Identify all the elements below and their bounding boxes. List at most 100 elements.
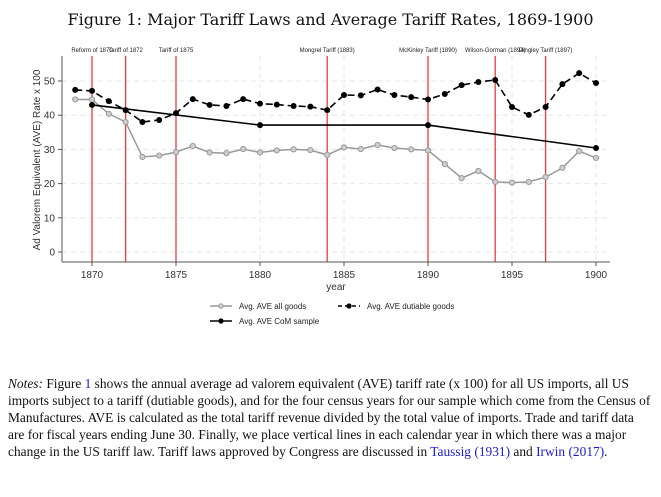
data-point-com-sample [89,101,95,108]
y-tick-label: 40 [44,111,56,122]
notes-text-1: Figure [42,376,85,391]
x-tick-label: 1890 [417,270,440,281]
data-point-all-goods [357,145,364,153]
data-point-all-goods [105,110,112,117]
data-point-dutiable-goods [408,94,415,101]
x-tick-label: 1880 [249,270,272,281]
tariff-law-label: Tariff of 1872 [108,48,143,54]
data-point-dutiable-goods [593,80,599,87]
data-point-dutiable-goods [509,103,515,110]
data-point-dutiable-goods [72,86,79,93]
data-point-dutiable-goods [89,87,95,94]
data-point-dutiable-goods [307,103,314,110]
y-tick-label: 20 [44,179,56,190]
data-point-all-goods [206,149,213,156]
legend-marker-1 [346,303,352,309]
data-point-com-sample [257,122,263,129]
data-point-all-goods [324,151,331,158]
notes-label: Notes: [8,376,43,391]
y-tick-label: 30 [44,145,56,156]
tariff-law-label: McKinley Tariff (1890) [399,48,457,54]
data-point-dutiable-goods [206,101,213,108]
legend-marker-2 [218,318,224,324]
series-line-1 [75,72,597,123]
figure-title: Figure 1: Major Tariff Laws and Average … [67,10,594,29]
data-point-all-goods [88,96,96,103]
data-point-dutiable-goods [425,96,431,103]
x-axis-label: year [326,282,346,293]
data-point-all-goods [441,161,448,168]
figure-reference-link[interactable]: 1 [84,376,92,391]
data-point-all-goods [592,154,600,162]
y-tick-label: 10 [44,213,56,224]
data-point-all-goods [72,96,79,103]
legend-label-1: Avg. AVE dutiable goods [367,302,454,311]
data-point-dutiable-goods [273,101,280,108]
x-tick-label: 1870 [81,270,104,281]
tariff-law-label: Tariff of 1875 [159,48,194,54]
data-point-com-sample [425,122,431,129]
x-tick-label: 1875 [165,270,188,281]
notes-text-3: and [510,444,537,459]
citation-irwin-link[interactable]: Irwin [536,444,566,459]
tariff-law-label: Wilson-Gorman (1894) [465,48,526,54]
citation-taussig-year-link[interactable]: (1931) [474,444,511,459]
citation-irwin-year-link[interactable]: (2017) [568,444,605,459]
data-point-dutiable-goods [324,107,331,114]
legend-label-2: Avg. AVE CoM sample [239,317,320,326]
data-point-all-goods [307,146,314,154]
data-point-dutiable-goods [341,92,347,99]
data-point-dutiable-goods [223,102,230,109]
data-point-all-goods [559,164,566,171]
data-point-dutiable-goods [475,79,482,86]
notes-text-2: shows the annual average ad valorem equi… [8,376,651,459]
data-point-all-goods [542,174,549,181]
data-point-dutiable-goods [290,102,297,109]
x-tick-label: 1895 [501,270,524,281]
data-point-dutiable-goods [559,81,566,88]
tariff-law-label: Mongrel Tariff (1883) [300,48,355,54]
data-point-all-goods [273,147,280,154]
data-point-dutiable-goods [492,76,499,83]
data-point-dutiable-goods [357,92,364,99]
figure-notes: Notes: Figure 1 shows the annual average… [8,375,653,460]
data-point-all-goods [475,167,482,175]
legend-marker-0 [218,303,224,309]
data-point-dutiable-goods [576,70,583,77]
data-point-all-goods [458,175,465,182]
x-tick-label: 1900 [585,270,608,281]
data-point-all-goods [408,146,415,153]
citation-taussig-link[interactable]: Taussig [430,444,471,459]
data-point-all-goods [424,147,432,154]
data-point-all-goods [508,179,516,186]
data-point-all-goods [391,144,398,152]
tariff-law-label: Dingley Tariff (1897) [519,48,572,54]
data-point-all-goods [122,118,129,126]
data-point-all-goods [340,144,348,151]
y-tick-label: 50 [44,77,56,88]
x-tick-label: 1885 [333,270,356,281]
data-point-all-goods [256,149,264,156]
data-point-dutiable-goods [240,96,247,103]
data-point-all-goods [172,149,180,156]
data-point-all-goods [374,141,381,149]
y-axis-label: Ad Valorem Equivalent (AVE) Rate x 100 [32,69,43,250]
data-point-all-goods [156,152,163,159]
data-point-dutiable-goods [189,96,196,103]
data-point-all-goods [492,178,499,185]
data-point-all-goods [576,148,583,155]
data-point-dutiable-goods [139,119,146,126]
data-point-dutiable-goods [441,90,448,97]
data-point-dutiable-goods [105,98,112,105]
data-point-all-goods [189,142,196,150]
data-point-all-goods [240,145,247,153]
notes-text-4: . [604,444,608,459]
data-point-dutiable-goods [156,116,163,123]
y-tick-label: 0 [49,248,55,259]
data-point-all-goods [223,150,230,157]
data-point-dutiable-goods [458,82,465,89]
data-point-all-goods [525,178,532,185]
data-point-com-sample [593,145,599,152]
data-point-dutiable-goods [257,100,263,107]
